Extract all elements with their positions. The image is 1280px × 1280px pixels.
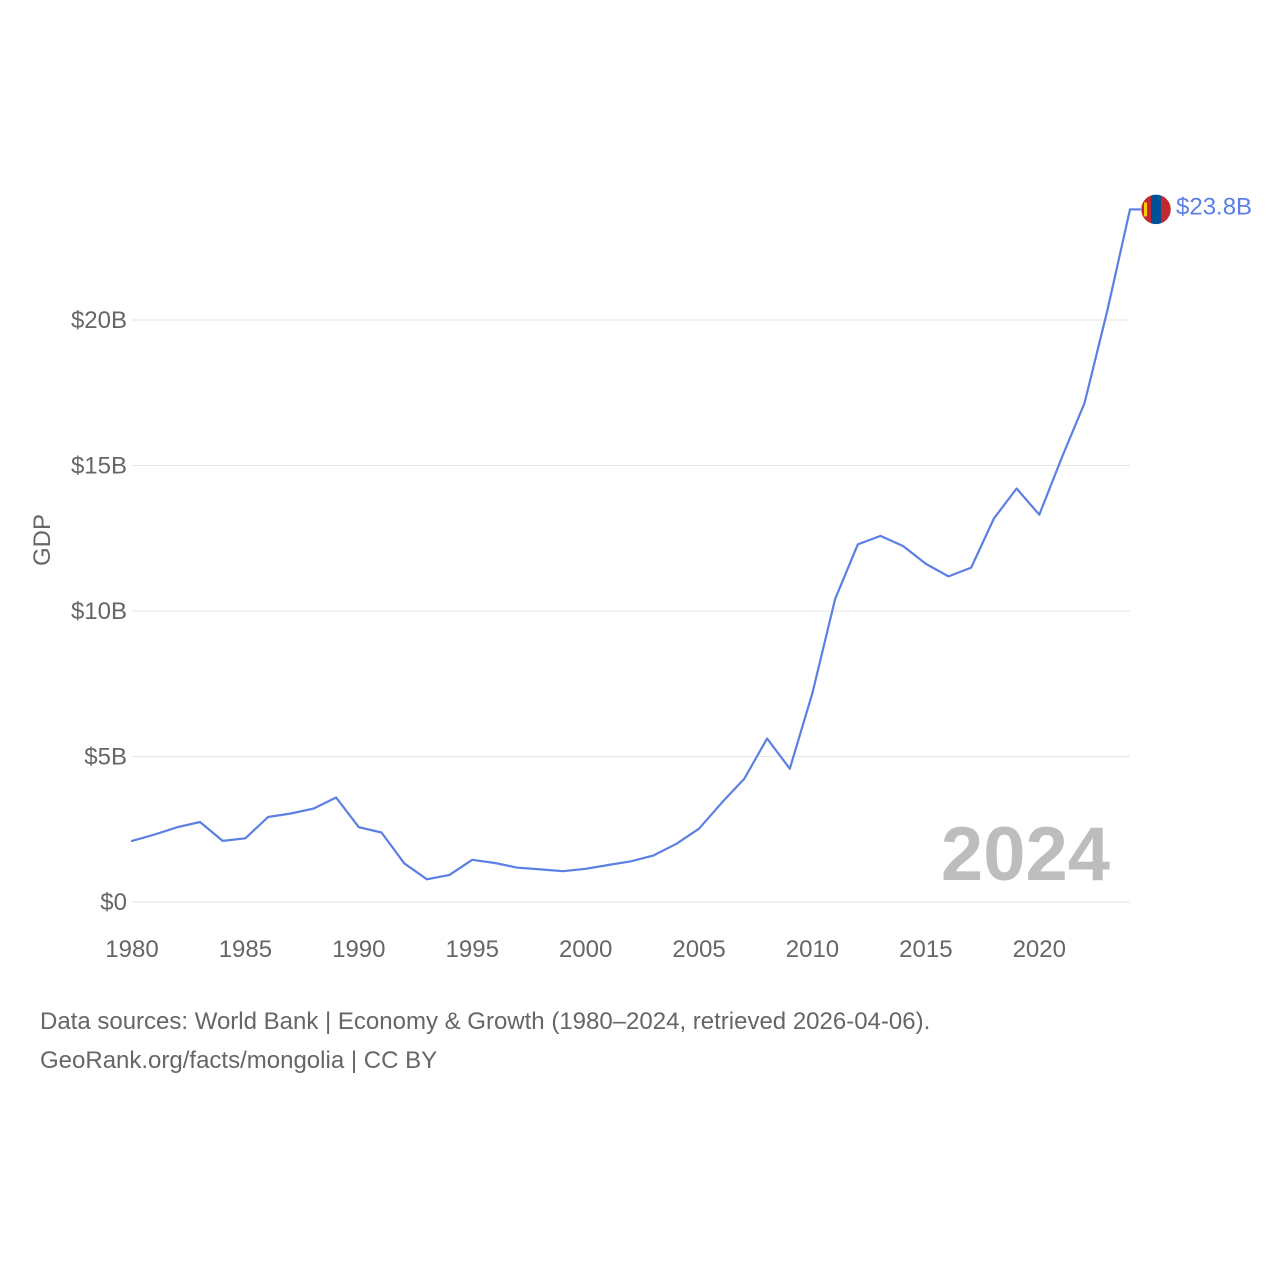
series-line: [130, 208, 1132, 881]
x-tick-label: 2000: [559, 936, 612, 963]
x-tick-label: 2005: [672, 936, 725, 963]
year-watermark: 2024: [941, 812, 1110, 897]
source-line-2: GeoRank.org/facts/mongolia | CC BY: [40, 1047, 438, 1074]
y-axis-title: GDP: [29, 514, 56, 566]
y-tick-label: $10B: [71, 598, 127, 625]
series-layer: [130, 208, 1142, 881]
x-tick-label: 1985: [219, 936, 272, 963]
x-tick-label: 2010: [786, 936, 839, 963]
y-tick-label: $15B: [71, 453, 127, 480]
y-tick-label: $0: [100, 889, 127, 916]
x-tick-label: 2015: [899, 936, 952, 963]
x-tick-label: 2020: [1013, 936, 1066, 963]
grid-lines: [132, 319, 1130, 903]
source-line-1: Data sources: World Bank | Economy & Gro…: [40, 1008, 931, 1035]
end-value-label: $23.8B: [1176, 193, 1252, 220]
y-axis-ticks: $0 $5B $10B $15B $20B: [71, 307, 127, 916]
x-tick-label: 1980: [105, 936, 158, 963]
x-axis-ticks: 1980 1985 1990 1995 2000 2005 2010 2015 2020: [105, 936, 1066, 963]
y-tick-label: $5B: [84, 744, 127, 771]
x-tick-label: 1995: [446, 936, 499, 963]
mongolia-flag-icon: [1140, 194, 1172, 225]
x-tick-label: 1990: [332, 936, 385, 963]
source-note: Data sources: World Bank | Economy & Gro…: [40, 1002, 1240, 1080]
y-tick-label: $20B: [71, 307, 127, 334]
